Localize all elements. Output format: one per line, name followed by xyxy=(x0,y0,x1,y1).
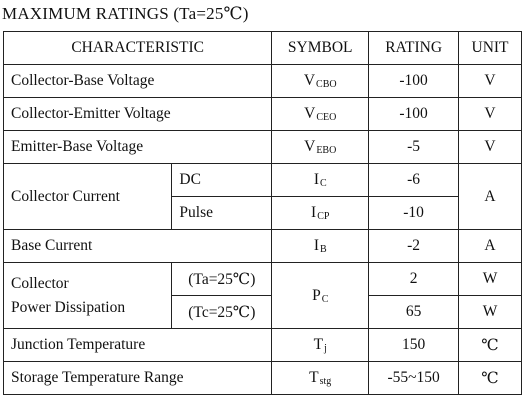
rating-cell: -100 xyxy=(368,97,460,131)
unit-cell: V xyxy=(458,130,522,164)
symbol-cell: VEBO xyxy=(271,130,370,164)
symbol-main: V xyxy=(303,72,316,89)
symbol-main: V xyxy=(304,138,316,155)
page-title: MAXIMUM RATINGS (Ta=25℃) xyxy=(2,4,249,23)
characteristic-cell: Base Current xyxy=(2,229,273,263)
symbol-subscript: B xyxy=(319,244,327,255)
symbol-main: P xyxy=(312,286,321,304)
symbol-cell: Tj xyxy=(271,328,370,362)
rating-cell: 150 xyxy=(368,328,460,362)
symbol-subscript: j xyxy=(324,343,327,354)
symbol-cell: VCEO xyxy=(271,97,370,131)
symbol-subscript: EBO xyxy=(316,145,337,156)
rating-cell: -10 xyxy=(368,196,460,230)
unit-cell: A xyxy=(458,229,522,263)
symbol-subscript: CP xyxy=(317,211,330,222)
rating-cell: -5 xyxy=(368,130,460,164)
rating-cell: 2 xyxy=(368,262,460,296)
header-unit: UNIT xyxy=(458,31,522,65)
table-row: Pulse ICP -10 xyxy=(4,196,522,230)
header-characteristic: CHARACTERISTIC xyxy=(2,31,273,65)
characteristic-cell: Storage Temperature Range xyxy=(2,361,273,395)
unit-cell: W xyxy=(458,262,522,296)
header-symbol: SYMBOL xyxy=(271,31,370,65)
unit-cell: A xyxy=(458,163,522,230)
header-rating: RATING xyxy=(368,31,460,65)
characteristic-cell: Collector-Emitter Voltage xyxy=(2,97,273,131)
table-row: Collector Power Dissipation (Ta=25℃) PC … xyxy=(2,262,522,329)
ratings-table: CHARACTERISTIC SYMBOL RATING UNIT Collec… xyxy=(2,31,522,395)
rating-cell: -6 xyxy=(368,163,460,197)
unit-cell: W xyxy=(458,295,522,329)
characteristic-line: Power Dissipation xyxy=(11,298,126,316)
symbol-cell: IC xyxy=(271,163,370,197)
symbol-cell: IB xyxy=(271,229,370,263)
characteristic-cell: Emitter-Base Voltage xyxy=(2,130,273,164)
condition-cell: (Ta=25℃) xyxy=(171,262,273,296)
symbol-subscript: C xyxy=(321,293,329,305)
symbol-cell: ICP xyxy=(271,196,370,230)
symbol-subscript: CBO xyxy=(316,79,337,90)
condition-cell: DC xyxy=(171,163,273,197)
table-row: Emitter-Base Voltage VEBO -5 V xyxy=(2,130,522,164)
header-row: CHARACTERISTIC SYMBOL RATING UNIT xyxy=(2,31,522,65)
condition-cell: (Tc=25℃) xyxy=(171,295,273,329)
symbol-main: I xyxy=(313,171,319,188)
characteristic-line: Collector xyxy=(11,274,69,292)
table-row: (Tc=25℃) 65 W xyxy=(4,295,522,329)
symbol-main: T xyxy=(309,369,319,386)
table-row: Junction Temperature Tj 150 ℃ xyxy=(2,328,522,362)
characteristic-cell: Collector Power Dissipation xyxy=(2,262,173,329)
table-row: Collector Current DC IC -6 A xyxy=(2,163,522,230)
rating-cell: -100 xyxy=(368,64,460,98)
symbol-cell: PC xyxy=(271,262,370,329)
symbol-subscript: stg xyxy=(319,376,332,387)
symbol-main: V xyxy=(304,105,316,122)
table-row: Collector-Base Voltage VCBO -100 V xyxy=(2,64,522,98)
rating-cell: -55~150 xyxy=(368,361,460,395)
symbol-subscript: CEO xyxy=(316,112,337,123)
symbol-cell: Tstg xyxy=(271,361,370,395)
symbol-main: I xyxy=(313,237,319,254)
characteristic-cell: Collector-Base Voltage xyxy=(2,64,273,98)
table-row: Storage Temperature Range Tstg -55~150 ℃ xyxy=(2,361,522,395)
unit-cell: ℃ xyxy=(458,328,522,362)
condition-cell: Pulse xyxy=(171,196,273,230)
symbol-main: I xyxy=(311,204,317,221)
unit-cell: ℃ xyxy=(458,361,522,395)
table-row: Base Current IB -2 A xyxy=(2,229,522,263)
unit-cell: V xyxy=(458,64,522,98)
characteristic-cell: Collector Current xyxy=(2,163,173,230)
characteristic-cell: Junction Temperature xyxy=(2,328,273,362)
symbol-subscript: C xyxy=(319,178,327,189)
symbol-main: T xyxy=(313,336,324,353)
rating-cell: -2 xyxy=(368,229,460,263)
table-row: Collector-Emitter Voltage VCEO -100 V xyxy=(2,97,522,131)
rating-cell: 65 xyxy=(368,295,460,329)
symbol-cell: VCBO xyxy=(271,64,370,98)
unit-cell: V xyxy=(458,97,522,131)
